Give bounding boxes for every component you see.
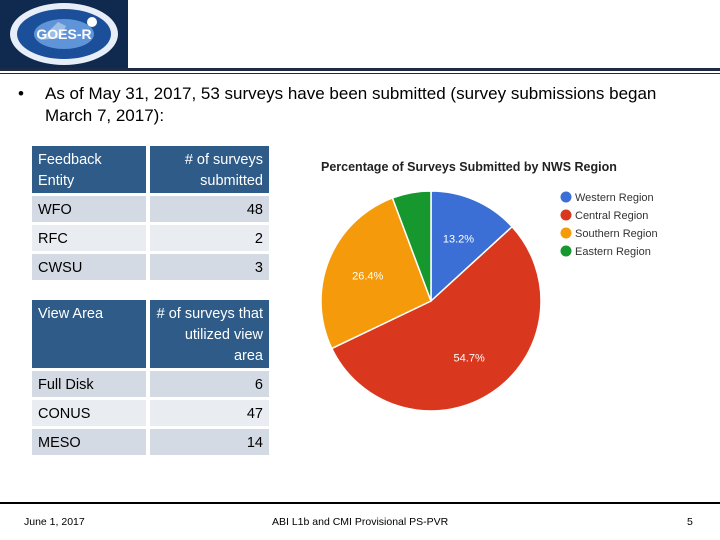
page-number: 5 [687, 516, 693, 528]
footer-title: ABI L1b and CMI Provisional PS-PVR [272, 516, 449, 528]
pie-slice-eastern-region [391, 190, 432, 302]
table-cell-usage-count: 14 [150, 429, 269, 455]
table-header-count: # of surveys submitted [150, 146, 269, 193]
table-cell-count: 2 [150, 225, 269, 251]
bullet-marker: • [18, 84, 24, 103]
logo-text: GOES-R [36, 26, 91, 42]
pie-slice-western-region [430, 190, 514, 303]
bullet-text: As of May 31, 2017, 53 surveys have been… [45, 84, 657, 125]
goes-r-logo: GOES-R [0, 0, 128, 68]
table-header-usage-count: # of surveys that utilized view area [150, 300, 269, 368]
table-cell-view-area: CONUS [32, 400, 146, 426]
logo-graphic: GOES-R [0, 0, 128, 68]
table-cell-entity: CWSU [32, 254, 146, 280]
pie-slice-southern-region [320, 197, 432, 350]
table-cell-count: 3 [150, 254, 269, 280]
table-cell-usage-count: 6 [150, 371, 269, 397]
table-cell-view-area: MESO [32, 429, 146, 455]
pie-chart-svg: Percentage of Surveys Submitted by NWS R… [320, 160, 658, 412]
table-cell-view-area: Full Disk [32, 371, 146, 397]
table-cell-usage-count: 47 [150, 400, 269, 426]
legend-swatch [560, 191, 572, 203]
pie-data-label: 13.2% [443, 234, 474, 246]
pie-data-label: 54.7% [454, 353, 485, 365]
pie-data-label: 26.4% [352, 270, 383, 282]
region-pie-chart: Percentage of Surveys Submitted by NWS R… [300, 150, 680, 420]
table-cell-entity: WFO [32, 196, 146, 222]
legend-label: Southern Region [575, 228, 658, 240]
legend-label: Central Region [575, 210, 648, 222]
table-cell-count: 48 [150, 196, 269, 222]
legend-swatch [560, 227, 572, 239]
footer-date: June 1, 2017 [24, 516, 85, 528]
footer-divider [0, 502, 720, 504]
legend-swatch [560, 245, 572, 257]
pie-slice-central-region [330, 225, 542, 412]
chart-title: Percentage of Surveys Submitted by NWS R… [321, 160, 617, 174]
header-divider-thin [0, 73, 720, 74]
header-divider [0, 68, 720, 71]
table-header-view-area: View Area [32, 300, 146, 368]
table-header-entity: Feedback Entity [32, 146, 146, 193]
legend-label: Eastern Region [575, 246, 651, 258]
legend-swatch [560, 209, 572, 221]
table-cell-entity: RFC [32, 225, 146, 251]
legend-label: Western Region [575, 192, 654, 204]
